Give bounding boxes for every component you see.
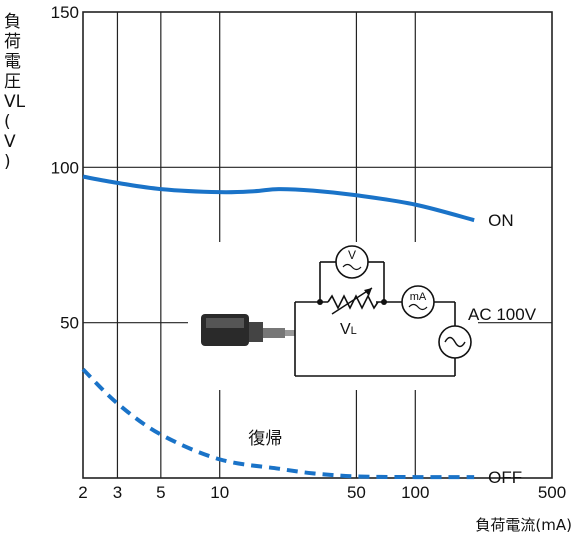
- y-tick-label: 100: [51, 158, 79, 177]
- x-tick-label: 500: [538, 483, 566, 502]
- y-axis-title-char: 電: [4, 52, 21, 72]
- variable-resistor-icon: [327, 287, 379, 315]
- load-voltage-label-sub: L: [351, 325, 357, 337]
- series-off-label: OFF: [488, 468, 522, 487]
- load-voltage-label: VL: [340, 321, 357, 338]
- voltmeter-label: V: [348, 248, 356, 262]
- plot-frame: [82, 11, 553, 479]
- x-axis-title: 負荷電流(mA): [475, 516, 572, 534]
- x-tick-label: 100: [401, 483, 429, 502]
- junction-dot: [317, 299, 323, 305]
- load-voltage-label-main: V: [340, 321, 351, 338]
- y-axis-title-char: ): [4, 152, 11, 172]
- x-tick-label: 50: [347, 483, 366, 502]
- milliammeter-label: mA: [410, 291, 427, 303]
- series-off-line: [81, 367, 475, 480]
- junction-dot: [381, 299, 387, 305]
- x-tick-label: 10: [210, 483, 229, 502]
- y-axis-title-char: V: [4, 132, 16, 152]
- y-axis-title: 負 荷 電 圧 VL ( V ): [4, 12, 34, 172]
- series-on-label: ON: [488, 211, 513, 230]
- voltmeter-icon: V: [335, 245, 369, 279]
- ac-source-icon: [438, 325, 472, 359]
- y-tick-label: 150: [51, 3, 79, 22]
- x-tick-label: 5: [156, 483, 165, 502]
- series-on-line: [82, 174, 475, 223]
- annotation-label: 復帰: [248, 429, 282, 448]
- x-tick-label: 2: [78, 483, 87, 502]
- series-labels: ON OFF 復帰: [248, 211, 522, 487]
- y-axis-title-char: (: [4, 112, 11, 132]
- ac-source-label: AC 100V: [468, 305, 537, 324]
- sensor-icon: [201, 314, 295, 346]
- y-axis-title-char: 負: [4, 12, 21, 32]
- y-axis-title-char: 荷: [4, 32, 21, 52]
- tick-labels: 2 3 5 10 50 100 500 50 100 150: [51, 3, 567, 502]
- circuit-diagram: VL V mA AC 100V: [188, 242, 537, 390]
- y-axis-title-char: 圧: [4, 72, 21, 92]
- y-tick-label: 50: [60, 314, 79, 333]
- x-tick-label: 3: [113, 483, 122, 502]
- milliammeter-icon: mA: [401, 285, 435, 319]
- data-series: [81, 174, 475, 480]
- y-axis-title-char: VL: [4, 92, 26, 112]
